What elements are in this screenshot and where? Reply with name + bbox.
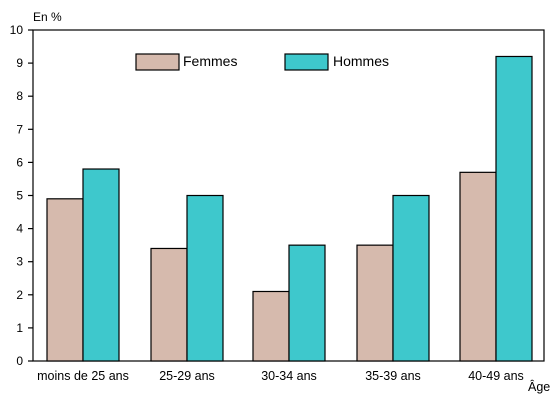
bar-femmes	[150, 247, 188, 362]
legend-label-hommes: Hommes	[333, 53, 389, 69]
plot-area: 0 1 2 3 4 5 6 7 8 9 10 moins de 25 ans 25-29 ans 30-3…	[10, 23, 545, 383]
x-category-label: 35-39 ans	[365, 369, 421, 383]
bar-hommes	[288, 244, 326, 362]
bar-femmes	[46, 198, 84, 362]
legend: Femmes Hommes	[135, 53, 389, 71]
y-unit-label: En %	[33, 10, 62, 24]
bar-femmes	[459, 171, 497, 362]
bar-hommes	[186, 194, 224, 362]
y-tick-label: 10	[10, 23, 24, 37]
bar-femmes	[356, 244, 394, 362]
bar-hommes	[392, 194, 430, 362]
y-tick-label: 3	[16, 255, 23, 269]
bar-femmes	[252, 290, 290, 362]
x-category-label: 40-49 ans	[468, 369, 524, 383]
y-tick-label: 2	[16, 288, 23, 302]
y-tick-label: 8	[16, 89, 23, 103]
legend-label-femmes: Femmes	[183, 53, 237, 69]
y-tick-label: 6	[16, 155, 23, 169]
y-tick-label: 7	[16, 122, 23, 136]
x-category-label: 25-29 ans	[159, 369, 215, 383]
y-tick-label: 9	[16, 56, 23, 70]
bar-hommes	[82, 168, 120, 362]
y-tick-label: 4	[16, 222, 23, 236]
legend-swatch-femmes	[135, 53, 180, 71]
x-axis-title: Âge	[528, 379, 550, 394]
legend-swatch-hommes	[284, 53, 329, 71]
x-category-label: 30-34 ans	[261, 369, 317, 383]
bar-hommes	[495, 55, 533, 362]
y-tick-label: 1	[16, 321, 23, 335]
y-tick-label: 5	[16, 189, 23, 203]
x-category-label: moins de 25 ans	[37, 369, 129, 383]
y-tick-label: 0	[16, 354, 23, 368]
